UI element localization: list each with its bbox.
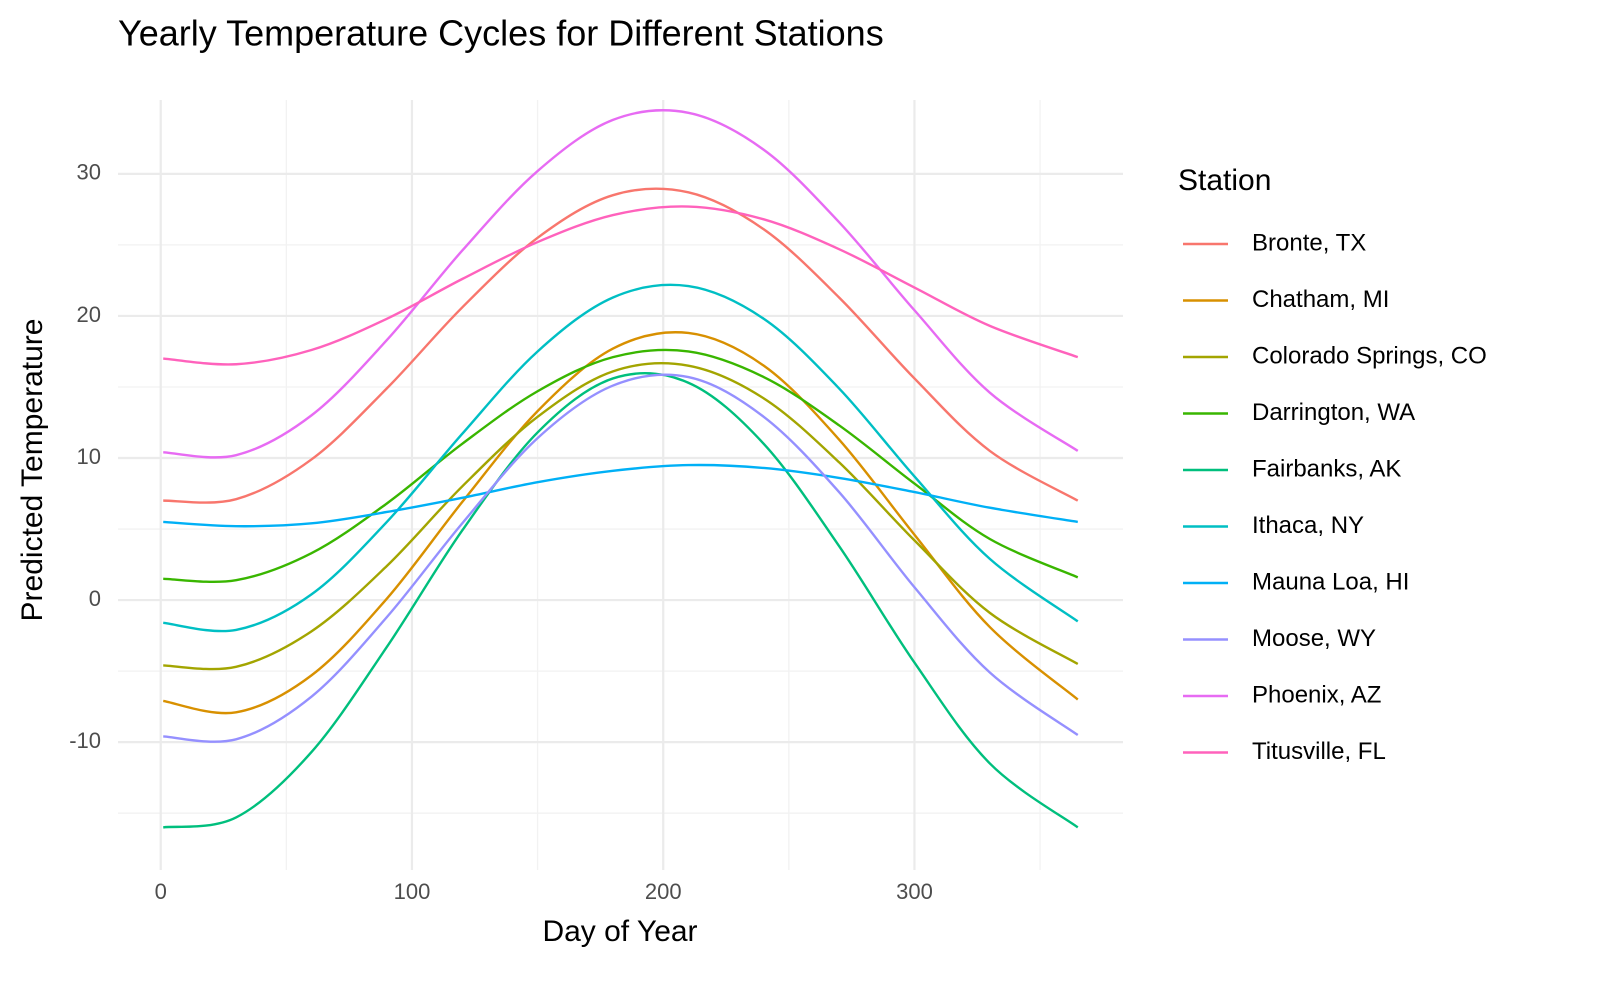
y-tick-label: -10 (69, 728, 101, 753)
x-tick-label: 100 (394, 879, 431, 904)
legend-label: Bronte, TX (1252, 229, 1366, 256)
series-line (163, 373, 1079, 743)
legend-label: Fairbanks, AK (1252, 455, 1401, 482)
series-line (163, 187, 1079, 504)
y-tick-label: 20 (77, 302, 101, 327)
chart-title: Yearly Temperature Cycles for Different … (118, 13, 884, 54)
series-line (163, 331, 1079, 715)
legend-label: Titusville, FL (1252, 738, 1386, 765)
series-line (163, 362, 1079, 671)
legend-label: Phoenix, AZ (1252, 681, 1381, 708)
legend-label: Moose, WY (1252, 625, 1376, 652)
x-axis-label: Day of Year (542, 915, 697, 948)
legend-label: Ithaca, NY (1252, 512, 1364, 539)
x-tick-label: 0 (155, 879, 167, 904)
series-line (163, 348, 1079, 583)
legend-title: Station (1178, 164, 1271, 197)
legend-label: Chatham, MI (1252, 286, 1389, 313)
legend-label: Mauna Loa, HI (1252, 568, 1409, 595)
x-tick-label: 200 (645, 879, 682, 904)
series-line (163, 372, 1079, 829)
legend-label: Darrington, WA (1252, 399, 1415, 426)
series-line (163, 463, 1078, 528)
y-axis-label: Predicted Temperature (16, 319, 49, 622)
y-tick-label: 10 (77, 444, 101, 469)
y-tick-label: 0 (89, 586, 101, 611)
y-tick-label: 30 (77, 160, 101, 185)
series-line (163, 283, 1079, 633)
series-line (163, 109, 1079, 459)
series-line (163, 205, 1079, 366)
x-tick-label: 300 (896, 879, 933, 904)
legend-label: Colorado Springs, CO (1252, 342, 1487, 369)
